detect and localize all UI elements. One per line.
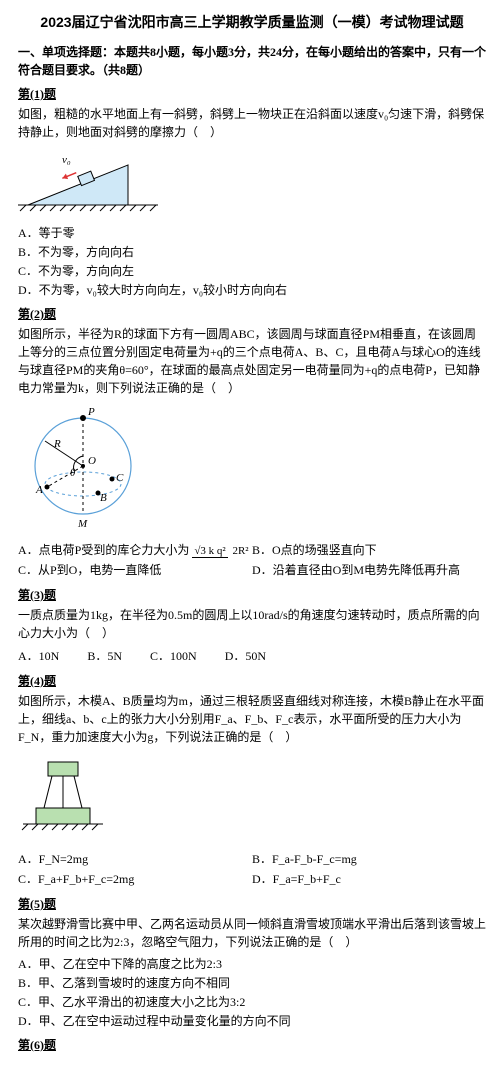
q5-number: 第(5)题	[18, 895, 486, 913]
q5-option-b: B．甲、乙落到雪坡时的速度方向不相同	[18, 974, 486, 992]
q5-option-c: C．甲、乙水平滑出的初速度大小之比为3:2	[18, 993, 486, 1011]
q1-option-b: B．不为零，方向向右	[18, 243, 486, 261]
q2-option-b: B．O点的场强竖直向下	[252, 541, 486, 559]
svg-text:B: B	[100, 492, 107, 504]
svg-text:M: M	[77, 518, 88, 530]
q3-option-a: A．10N	[18, 647, 59, 665]
q3-option-d: D．50N	[225, 647, 266, 665]
q4-option-c: C．F_a+F_b+F_c=2mg	[18, 870, 252, 888]
svg-text:θ: θ	[70, 467, 76, 479]
q1-option-d: D．不为零，v₀较大时方向向左，v₀较小时方向向右	[18, 281, 486, 299]
svg-text:A: A	[35, 484, 43, 496]
q1-number: 第(1)题	[18, 85, 486, 103]
q2-stem: 如图所示，半径为R的球面下方有一圆周ABC，该圆周与球面直径PM相垂直，在该圆周…	[18, 325, 486, 397]
q1-stem: 如图，粗糙的水平地面上有一斜劈，斜劈上一物块正在沿斜面以速度v₀匀速下滑，斜劈保…	[18, 105, 486, 141]
q1-option-c: C．不为零，方向向左	[18, 262, 486, 280]
q3-stem: 一质点质量为1kg，在半径为0.5m的圆周上以10rad/s的角速度匀速转动时，…	[18, 606, 486, 642]
q2-option-a: A．点电荷P受到的库仑力大小为 √3 k q² 2R²	[18, 541, 252, 559]
q4-option-d: D．F_a=F_b+F_c	[252, 870, 486, 888]
q6-number: 第(6)题	[18, 1036, 486, 1054]
q2-option-d: D．沿着直径由O到M电势先降低再升高	[252, 561, 486, 579]
q2-number: 第(2)题	[18, 305, 486, 323]
q2-a-den: 2R²	[230, 545, 250, 557]
q1-v0-label: v₀	[62, 154, 71, 166]
svg-text:O: O	[88, 455, 96, 467]
q2-a-num: √3 k q²	[192, 545, 227, 558]
section-1-heading: 一、单项选择题：本题共8小题，每小题3分，共24分，在每小题给出的答案中，只有一…	[18, 43, 486, 79]
q4-option-b: B．F_a-F_b-F_c=mg	[252, 850, 486, 868]
q4-options: A．F_N=2mg B．F_a-F_b-F_c=mg C．F_a+F_b+F_c…	[18, 849, 486, 889]
q4-figure	[18, 750, 486, 845]
q1-options: A．等于零 B．不为零，方向向右 C．不为零，方向向左 D．不为零，v₀较大时方…	[18, 224, 486, 299]
q1-option-a: A．等于零	[18, 224, 486, 242]
q5-options: A．甲、乙在空中下降的高度之比为2:3 B．甲、乙落到雪坡时的速度方向不相同 C…	[18, 955, 486, 1030]
q4-option-a: A．F_N=2mg	[18, 850, 252, 868]
q3-option-c: C．100N	[150, 647, 197, 665]
svg-text:C: C	[116, 472, 124, 484]
q5-option-a: A．甲、乙在空中下降的高度之比为2:3	[18, 955, 486, 973]
q3-option-b: B．5N	[87, 647, 122, 665]
q3-options: A．10N B．5N C．100N D．50N	[18, 646, 486, 666]
svg-text:R: R	[53, 438, 61, 450]
q2-a-fraction: √3 k q² 2R²	[192, 545, 250, 557]
q1-figure: v₀	[18, 145, 486, 220]
q2-options: A．点电荷P受到的库仑力大小为 √3 k q² 2R² B．O点的场强竖直向下 …	[18, 540, 486, 580]
q4-number: 第(4)题	[18, 672, 486, 690]
q5-option-d: D．甲、乙在空中运动过程中动量变化量的方向不同	[18, 1012, 486, 1030]
q5-stem: 某次越野滑雪比赛中甲、乙两名运动员从同一倾斜直滑雪坡顶端水平滑出后落到该雪坡上所…	[18, 915, 486, 951]
q3-number: 第(3)题	[18, 586, 486, 604]
doc-title: 2023届辽宁省沈阳市高三上学期教学质量监测（一模）考试物理试题	[18, 12, 486, 33]
svg-text:P: P	[87, 406, 95, 418]
q2-option-c: C．从P到O，电势一直降低	[18, 561, 252, 579]
q2-figure: P R O θ A C B M	[18, 401, 486, 536]
q2-a-text: A．点电荷P受到的库仑力大小为	[18, 543, 189, 557]
q4-stem: 如图所示，木模A、B质量均为m，通过三根轻质竖直细线对称连接，木模B静止在水平面…	[18, 692, 486, 746]
